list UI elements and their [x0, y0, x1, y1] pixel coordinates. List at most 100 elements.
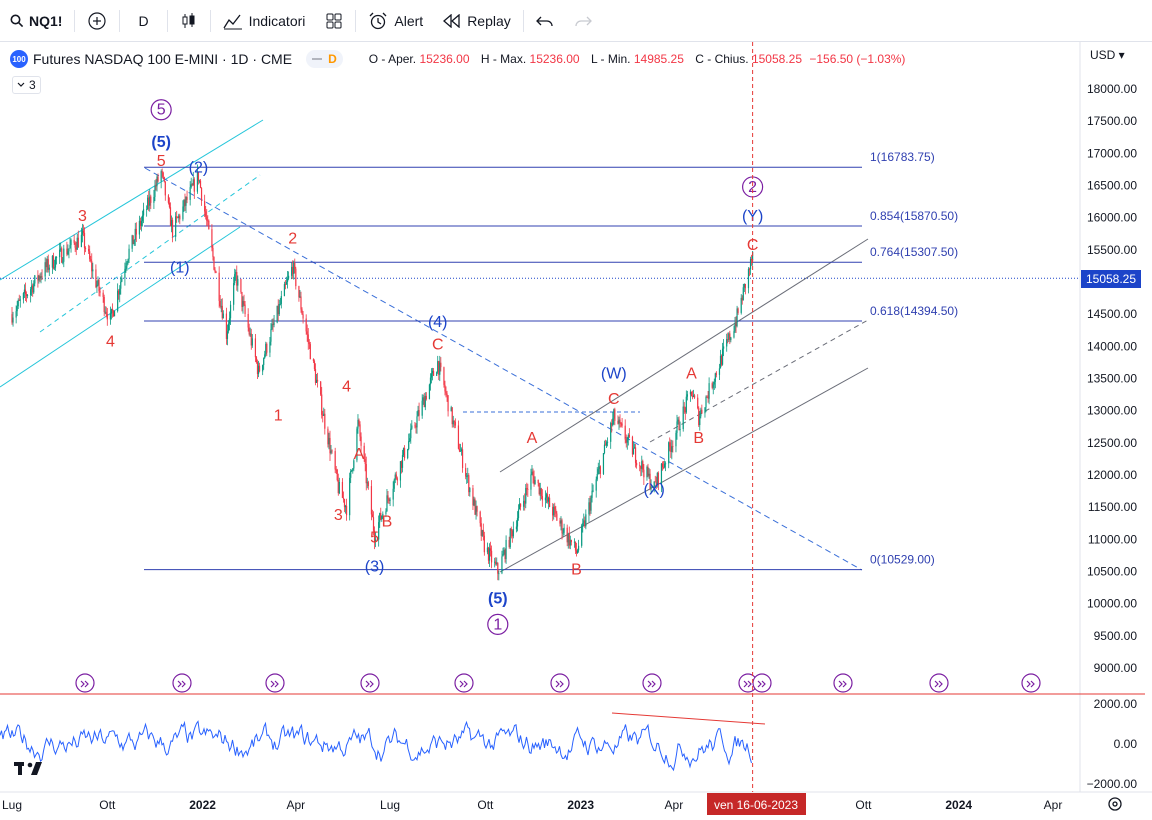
candle-body: [212, 247, 214, 257]
candle-body: [540, 488, 542, 497]
candle-body: [185, 197, 187, 206]
candle-body: [504, 550, 506, 560]
candle-body: [229, 304, 232, 319]
dash-icon: [312, 58, 323, 60]
candle-body: [40, 276, 42, 279]
candle-body: [735, 323, 737, 327]
wave-label: 2: [288, 230, 297, 247]
candle-body: [556, 513, 558, 521]
candle-body: [396, 478, 398, 481]
candle-body: [154, 185, 156, 197]
candle-body: [415, 426, 417, 428]
interval-pill[interactable]: D: [306, 50, 343, 68]
price-tick-label: 11000.00: [1088, 532, 1137, 546]
candle-body: [183, 199, 185, 207]
candle-body: [633, 447, 636, 449]
undo-icon: [535, 16, 553, 26]
candle-body: [315, 379, 318, 383]
candle-body: [711, 383, 713, 388]
candle-body: [699, 416, 701, 426]
symbol-search[interactable]: NQ1!: [0, 0, 72, 42]
channel-line: [499, 367, 869, 573]
candle-body: [243, 301, 245, 305]
event-icon: [360, 673, 380, 693]
candle-body: [524, 500, 526, 504]
wave-label: B: [693, 430, 704, 447]
candle-body: [611, 423, 613, 426]
candle-body: [736, 308, 738, 327]
price-tick-label: 10000.00: [1087, 597, 1137, 611]
candle-body: [342, 497, 345, 500]
wave-label: 3: [78, 208, 87, 225]
alert-button[interactable]: Alert: [358, 0, 433, 42]
time-tick-label: Apr: [665, 798, 684, 812]
candle-body: [727, 339, 729, 340]
candle-body: [256, 362, 259, 375]
candle-body: [84, 248, 87, 250]
chart-type-button[interactable]: [170, 0, 208, 42]
candle-body: [653, 481, 655, 487]
candle-body: [92, 269, 94, 272]
candle-body: [422, 397, 424, 401]
candle-body: [639, 465, 641, 467]
candle-body: [387, 495, 389, 499]
alarm-clock-icon: [369, 12, 387, 29]
layouts-button[interactable]: [315, 0, 353, 42]
candle-body: [698, 408, 700, 426]
candle-body: [313, 361, 316, 370]
candle-body: [160, 171, 162, 182]
replay-button[interactable]: Replay: [433, 0, 521, 42]
redo-button[interactable]: [564, 0, 602, 42]
gear-icon[interactable]: [1108, 797, 1122, 811]
event-icon: [833, 673, 853, 693]
candle-body: [132, 235, 134, 245]
fib-level-label: 0.854(15870.50): [870, 209, 958, 223]
candle-body: [382, 513, 384, 516]
time-tick-label: 2022: [189, 798, 216, 812]
indicators-icon: [223, 14, 242, 29]
symbol-label: NQ1!: [29, 12, 63, 29]
compare-button[interactable]: [77, 0, 117, 42]
ohlc-values: O - Aper. 15236.00 H - Max. 15236.00 L -…: [369, 52, 906, 66]
candle-body: [330, 450, 332, 454]
collapsed-indicators-toggle[interactable]: 3: [12, 76, 41, 94]
candle-body: [276, 305, 278, 323]
candle-body: [538, 483, 540, 495]
price-chart[interactable]: 1(16783.75) 0.854(15870.50) 0.764(15307.50…: [0, 42, 1152, 820]
chart-legend: 100 Futures NASDAQ 100 E-MINI · 1D · CME…: [10, 50, 905, 68]
candle-body: [344, 505, 347, 508]
candle-body: [227, 323, 230, 332]
candle-body: [552, 506, 554, 516]
candle-body: [51, 255, 53, 268]
candle-body: [737, 308, 739, 313]
candle-body: [744, 283, 746, 289]
candle-body: [372, 517, 375, 531]
candle-body: [83, 232, 86, 249]
candle-body: [663, 463, 666, 468]
legend-title[interactable]: Futures NASDAQ 100 E-MINI · 1D · CME: [33, 51, 293, 67]
candle-body: [247, 313, 249, 328]
candle-body: [41, 276, 43, 278]
candle-body: [255, 357, 258, 363]
interval-button[interactable]: D: [122, 0, 164, 42]
candle-body: [750, 259, 753, 261]
candle-body: [301, 309, 303, 315]
candle-body: [68, 248, 70, 252]
oscillator-tick-label: 2000.00: [1094, 697, 1138, 711]
channel-line: [499, 238, 869, 473]
undo-button[interactable]: [526, 0, 564, 42]
indicators-button[interactable]: Indicatori: [213, 0, 316, 42]
candle-body: [161, 171, 163, 173]
price-tick-label: 13000.00: [1087, 404, 1137, 418]
candle-body: [701, 409, 703, 414]
candle-body: [714, 373, 716, 382]
candle-body: [707, 396, 709, 399]
candle-body: [91, 260, 93, 272]
last-price-tag: [1081, 270, 1141, 288]
candle-body: [287, 275, 290, 279]
chart-background: [0, 42, 1152, 820]
candle-body: [392, 488, 394, 500]
currency-selector[interactable]: USD ▾: [1090, 48, 1125, 62]
candle-body: [490, 550, 493, 563]
candle-body: [423, 397, 425, 408]
